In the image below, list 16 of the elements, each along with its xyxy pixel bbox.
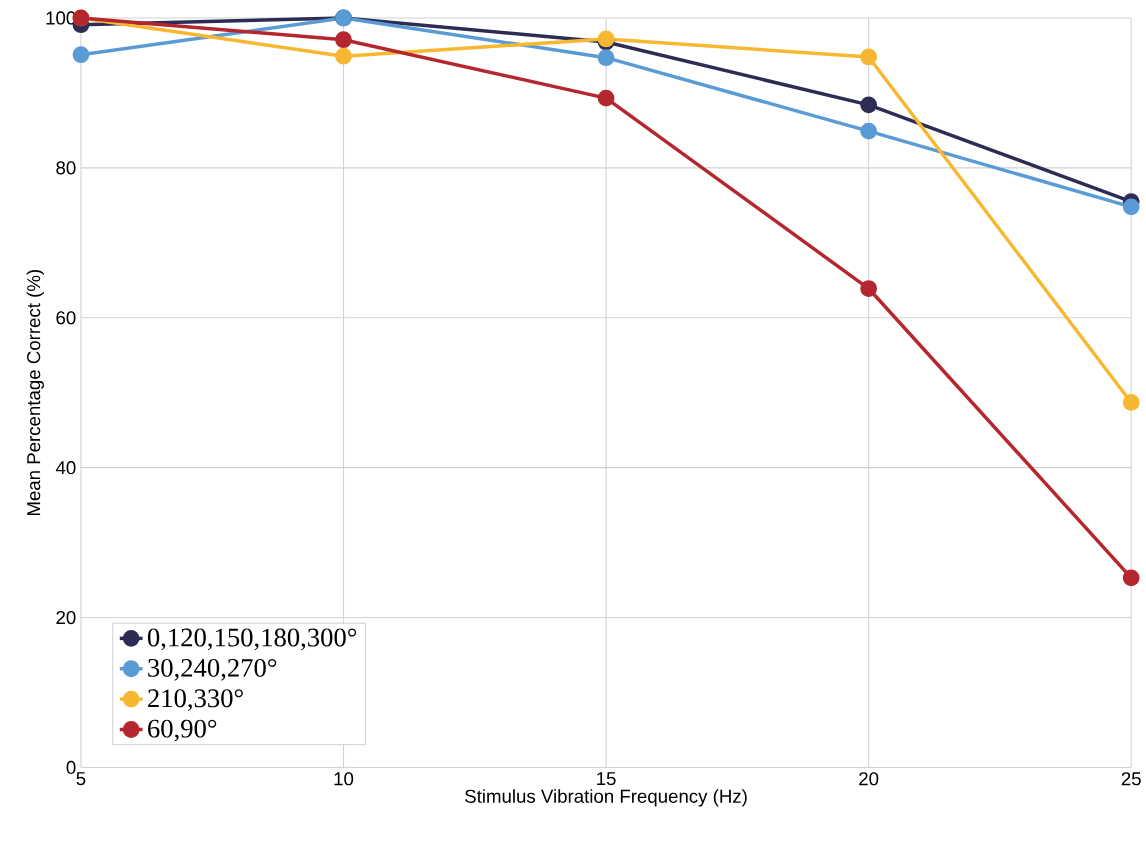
x-tick-label: 20 [859,771,879,786]
y-tick-label: 20 [56,610,76,624]
y-tick-label: 80 [56,161,76,175]
legend-label: 210,330° [148,689,243,711]
x-tick-label: 10 [334,771,354,786]
legend-label: 30,240,270° [148,658,277,681]
y-tick-label: 40 [55,460,76,475]
x-axis-title: Stimulus Vibration Frequency (Hz) [465,788,747,807]
x-tick-label: 15 [597,771,616,785]
x-tick-label: 25 [1121,771,1141,786]
legend-label: 60,90° [148,719,217,742]
y-axis-title: Mean Percentage Correct (%) [26,269,44,515]
y-tick-label: 60 [56,310,76,325]
legend-label: 0,120,150,180,300° [147,628,357,651]
y-tick-label: 0 [66,760,76,774]
x-tick-label: 5 [76,771,86,785]
